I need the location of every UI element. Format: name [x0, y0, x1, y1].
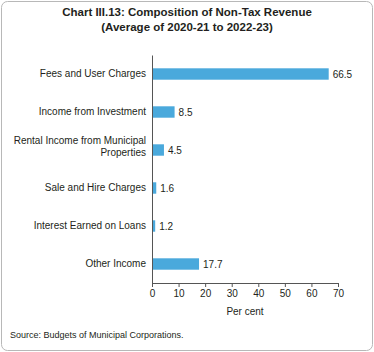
y-tick: Income from Investment	[39, 106, 152, 117]
x-tick: 10	[174, 283, 186, 299]
x-tick: 50	[280, 283, 292, 299]
bar	[152, 106, 175, 117]
x-tick-label: 70	[333, 288, 345, 299]
data-label: 66.5	[333, 69, 353, 80]
frame	[2, 2, 373, 351]
x-tick-label: 40	[253, 288, 265, 299]
x-tick-mark	[338, 283, 339, 287]
bar	[152, 258, 199, 269]
category-label: Rental Income from MunicipalProperties	[14, 135, 146, 158]
x-tick: 20	[200, 283, 212, 299]
category-label: Income from Investment	[39, 106, 146, 117]
title: Chart III.13: Composition of Non-Tax Rev…	[62, 6, 312, 18]
x-tick-label: 0	[150, 288, 156, 299]
source-note: Source: Budgets of Municipal Corporation…	[10, 330, 184, 340]
x-tick-label: 30	[227, 288, 239, 299]
y-tick: Sale and Hire Charges	[45, 182, 152, 193]
category-label: Other Income	[85, 258, 146, 269]
x-tick-label: 20	[200, 288, 212, 299]
data-label: 8.5	[179, 107, 193, 118]
data-label: 17.7	[203, 259, 223, 270]
x-tick-mark	[179, 283, 180, 287]
x-tick-label: 50	[280, 288, 292, 299]
bar	[152, 144, 164, 155]
data-label: 1.2	[159, 221, 173, 232]
x-tick-label: 60	[306, 288, 318, 299]
y-axis: Fees and User Charges Income from Investm…	[14, 56, 153, 284]
x-tick: 70	[333, 283, 345, 299]
y-axis-line	[152, 56, 153, 284]
y-tick: Interest Earned on Loans	[34, 220, 152, 231]
y-tick: Other Income	[85, 258, 152, 269]
x-tick: 40	[253, 283, 265, 299]
chart: Chart III.13: Composition of Non-Tax Rev…	[0, 0, 374, 352]
subtitle: (Average of 2020-21 to 2022-23)	[101, 21, 273, 33]
x-tick-label: 10	[174, 288, 186, 299]
x-tick-mark	[258, 283, 259, 287]
category-label: Interest Earned on Loans	[34, 220, 146, 231]
x-tick-mark	[285, 283, 286, 287]
bar	[152, 68, 329, 79]
x-tick: 30	[227, 283, 239, 299]
x-tick-mark	[205, 283, 206, 287]
bars	[152, 68, 329, 269]
x-tick-mark	[232, 283, 233, 287]
category-label: Sale and Hire Charges	[45, 182, 146, 193]
category-label: Fees and User Charges	[40, 68, 146, 79]
data-labels: 66.5 8.5 4.5 1.6 1.2 17.7	[159, 69, 352, 270]
x-axis: 0 10 20 30 40 50 60 70	[150, 283, 345, 299]
x-axis-line	[153, 284, 339, 288]
data-label: 4.5	[168, 145, 182, 156]
data-label: 1.6	[160, 183, 174, 194]
x-tick-mark	[311, 283, 312, 287]
x-tick-mark	[152, 283, 153, 287]
x-tick: 0	[150, 283, 156, 299]
x-axis-title: Per cent	[226, 306, 263, 317]
x-tick: 60	[306, 283, 318, 299]
y-tick: Fees and User Charges	[40, 68, 152, 79]
y-tick: Rental Income from MunicipalProperties	[14, 135, 152, 158]
